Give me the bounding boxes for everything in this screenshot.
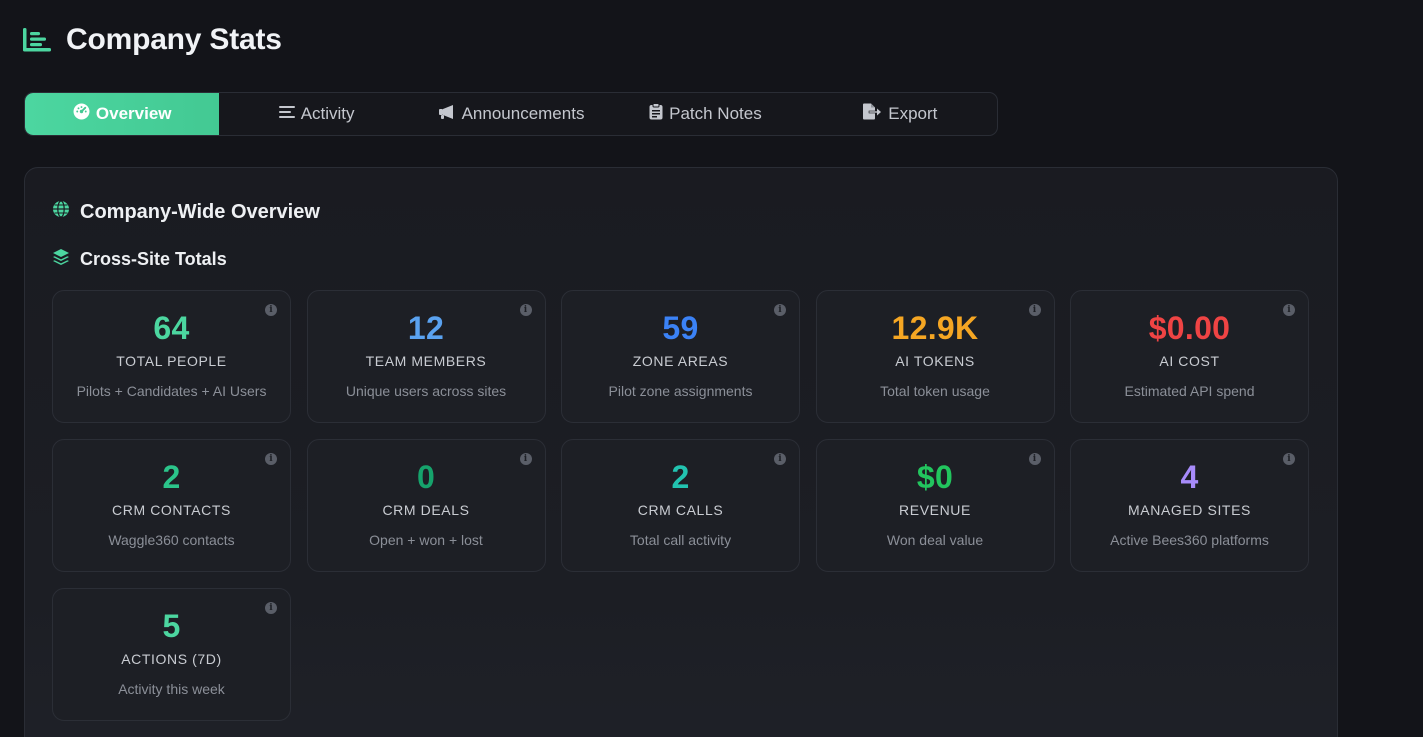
stat-card-total-people: i 64 TOTAL PEOPLE Pilots + Candidates + …: [52, 290, 291, 423]
stat-card-ai-cost: i $0.00 AI COST Estimated API spend: [1070, 290, 1309, 423]
chart-bar-icon: [22, 25, 52, 55]
tab-label: Overview: [95, 104, 172, 123]
list-icon: [278, 104, 295, 124]
subsection-title: Cross-Site Totals: [52, 248, 227, 271]
stat-label: TOTAL PEOPLE: [116, 353, 227, 369]
info-icon[interactable]: i: [1283, 453, 1295, 465]
tab-label: Export: [888, 104, 938, 123]
stat-label: REVENUE: [899, 502, 971, 518]
stat-label: ACTIONS (7D): [121, 651, 222, 667]
tab-patch-notes[interactable]: Patch Notes: [608, 93, 802, 135]
stat-value: 12: [407, 310, 445, 346]
section-title: Company-Wide Overview: [52, 200, 320, 224]
stat-label: AI COST: [1159, 353, 1220, 369]
overview-panel: Company-Wide Overview Cross-Site Totals …: [24, 167, 1338, 737]
stat-description: Open + won + lost: [369, 532, 483, 548]
stat-label: TEAM MEMBERS: [365, 353, 487, 369]
stat-value: 4: [1180, 459, 1199, 495]
stat-value: 5: [162, 608, 181, 644]
info-icon[interactable]: i: [1028, 304, 1041, 316]
stat-label: ZONE AREAS: [632, 353, 729, 369]
stat-card-managed-sites: i 4 MANAGED SITES Active Bees360 platfor…: [1070, 439, 1309, 572]
stat-card-team-members: i 12 TEAM MEMBERS Unique users across si…: [306, 290, 546, 423]
stat-value: $0.00: [1148, 310, 1231, 346]
info-icon[interactable]: i: [519, 304, 532, 316]
page-header: Company Stats: [22, 20, 282, 60]
stat-card-revenue: i $0 REVENUE Won deal value: [815, 439, 1055, 572]
info-icon[interactable]: i: [265, 602, 277, 614]
stat-value: 2: [162, 459, 181, 495]
stat-description: Estimated API spend: [1124, 383, 1255, 399]
stat-description: Waggle360 contacts: [108, 532, 235, 548]
tab-overview[interactable]: Overview: [25, 93, 220, 135]
stat-value: 0: [416, 459, 436, 495]
tab-bar: Overview Activity Announcements: [24, 92, 998, 136]
info-icon[interactable]: i: [1283, 304, 1295, 316]
page-title: Company Stats: [66, 23, 282, 56]
info-icon[interactable]: i: [519, 453, 532, 465]
info-icon[interactable]: i: [265, 304, 277, 316]
clipboard-icon: [649, 103, 663, 125]
info-icon[interactable]: i: [774, 453, 786, 465]
info-icon[interactable]: i: [774, 304, 786, 316]
stat-value: 2: [671, 459, 690, 495]
megaphone-icon: [438, 104, 456, 125]
stat-label: CRM CALLS: [637, 502, 724, 518]
stat-description: Pilot zone assignments: [608, 383, 753, 399]
stat-card-zone-areas: i 59 ZONE AREAS Pilot zone assignments: [561, 290, 800, 423]
dashboard-icon: [73, 103, 90, 125]
section-title-text: Company-Wide Overview: [80, 200, 320, 223]
tab-label: Announcements: [461, 104, 585, 123]
stat-label: MANAGED SITES: [1128, 502, 1251, 518]
layers-icon: [52, 248, 70, 271]
stat-card-crm-contacts: i 2 CRM CONTACTS Waggle360 contacts: [52, 439, 291, 572]
stat-value: 59: [662, 310, 699, 346]
stat-card-crm-deals: i 0 CRM DEALS Open + won + lost: [306, 439, 546, 572]
stat-label: AI TOKENS: [895, 353, 975, 369]
stats-grid: i 64 TOTAL PEOPLE Pilots + Candidates + …: [52, 290, 1309, 721]
info-icon[interactable]: i: [1028, 453, 1041, 465]
subsection-title-text: Cross-Site Totals: [80, 249, 227, 269]
tab-label: Activity: [300, 104, 355, 123]
tab-label: Patch Notes: [669, 104, 762, 123]
stat-label: CRM CONTACTS: [112, 502, 231, 518]
tab-activity[interactable]: Activity: [219, 93, 413, 135]
stat-label: CRM DEALS: [382, 502, 470, 518]
globe-icon: [52, 200, 70, 224]
stat-description: Activity this week: [118, 681, 225, 697]
stat-description: Unique users across sites: [345, 383, 507, 399]
file-export-icon: [862, 103, 882, 125]
stat-description: Won deal value: [886, 532, 984, 548]
stat-card-ai-tokens: i 12.9K AI TOKENS Total token usage: [815, 290, 1055, 423]
stat-description: Pilots + Candidates + AI Users: [76, 383, 267, 399]
tab-export[interactable]: Export: [803, 93, 997, 135]
tab-announcements[interactable]: Announcements: [414, 93, 608, 135]
stat-value: $0: [916, 459, 954, 495]
stat-card-crm-calls: i 2 CRM CALLS Total call activity: [561, 439, 800, 572]
stat-description: Active Bees360 platforms: [1110, 532, 1269, 548]
stat-description: Total call activity: [629, 532, 732, 548]
info-icon[interactable]: i: [265, 453, 277, 465]
stat-value: 64: [153, 310, 190, 346]
stat-description: Total token usage: [880, 383, 990, 399]
stat-card-actions-7d: i 5 ACTIONS (7D) Activity this week: [52, 588, 291, 721]
stat-value: 12.9K: [891, 310, 979, 346]
